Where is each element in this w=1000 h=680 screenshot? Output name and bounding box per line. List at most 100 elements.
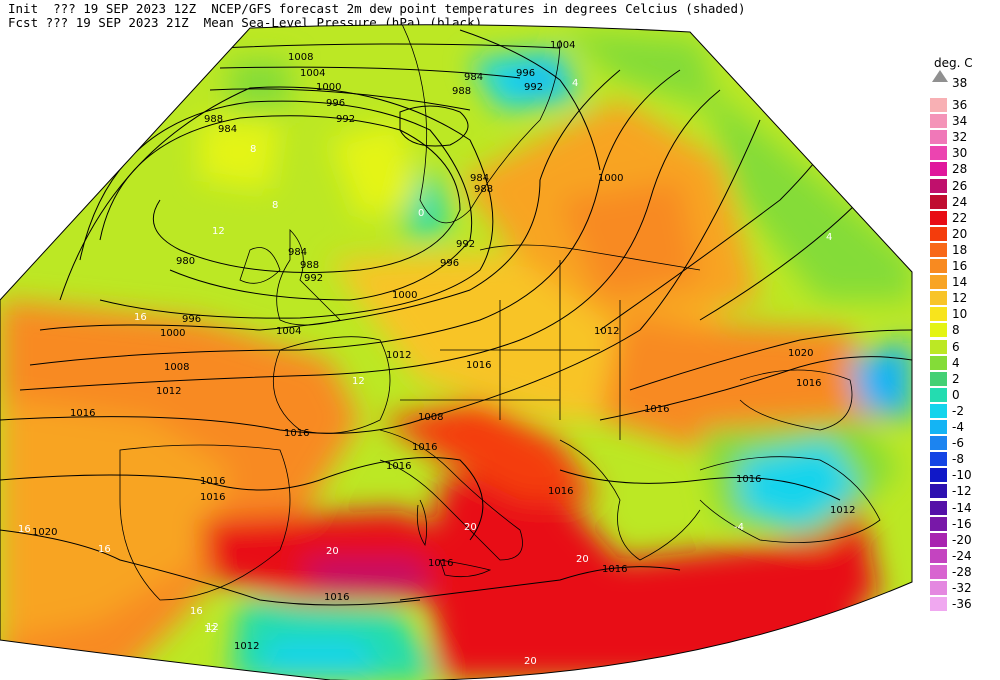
isobar-label: 1000 bbox=[160, 328, 185, 339]
dewpoint-label: 4 bbox=[572, 78, 578, 89]
isobar-label: 1016 bbox=[644, 404, 669, 415]
dewpoint-label: 12 bbox=[204, 624, 217, 635]
legend-entry: 10 bbox=[930, 307, 1000, 323]
legend-swatch bbox=[930, 242, 947, 257]
dewpoint-label: 8 bbox=[272, 200, 278, 211]
legend-label: 16 bbox=[952, 259, 968, 273]
legend-label: -6 bbox=[952, 436, 964, 451]
isobar-label: 1016 bbox=[548, 486, 573, 497]
legend-label: -36 bbox=[952, 597, 972, 612]
legend-label: -20 bbox=[952, 532, 972, 547]
legend-label: 36 bbox=[952, 98, 968, 112]
legend-swatch bbox=[930, 162, 947, 177]
header-line-init: Init ??? 19 SEP 2023 12Z NCEP/GFS foreca… bbox=[8, 1, 746, 16]
legend-label: -24 bbox=[952, 548, 972, 563]
legend-entry: 4 bbox=[930, 355, 1000, 372]
isobar-label: 996 bbox=[440, 258, 459, 269]
dewpoint-label: 20 bbox=[576, 554, 589, 565]
legend-entry: 16 bbox=[930, 259, 1000, 275]
legend-title: deg. C bbox=[934, 56, 973, 70]
legend-label: 18 bbox=[952, 242, 968, 257]
legend-entry: -20 bbox=[930, 532, 1000, 549]
isobar-lines bbox=[0, 29, 912, 606]
isobar-label: 1016 bbox=[386, 461, 411, 472]
legend-swatch bbox=[930, 98, 947, 112]
legend-swatch bbox=[930, 500, 947, 515]
legend-swatch bbox=[930, 468, 947, 483]
legend-label: 26 bbox=[952, 178, 968, 193]
isobar-label: 1004 bbox=[300, 68, 325, 79]
dewpoint-label: 16 bbox=[18, 524, 31, 535]
legend-entry: -14 bbox=[930, 500, 1000, 517]
legend-swatch bbox=[930, 178, 947, 193]
legend-entry: 12 bbox=[930, 291, 1000, 307]
legend-swatch bbox=[930, 323, 947, 338]
legend-label: -16 bbox=[952, 516, 972, 531]
legend-entry: 32 bbox=[930, 130, 1000, 146]
legend-swatch bbox=[930, 403, 947, 418]
legend-entry: 14 bbox=[930, 275, 1000, 291]
dewpoint-label: 12 bbox=[352, 376, 365, 387]
legend-swatch bbox=[930, 130, 947, 145]
legend-entry: -12 bbox=[930, 484, 1000, 500]
isobar-label: 1016 bbox=[736, 474, 761, 485]
legend-entry: 8 bbox=[930, 323, 1000, 339]
legend-swatch bbox=[930, 548, 947, 563]
isobar-label: 1012 bbox=[830, 505, 855, 516]
legend-entry: -8 bbox=[930, 452, 1000, 468]
dewpoint-label-group: 8 8 12 16 12 16 16 12 20 20 20 -4 4 0 4 … bbox=[18, 78, 832, 667]
legend-swatch bbox=[930, 114, 947, 129]
legend-swatch bbox=[930, 194, 947, 209]
legend-label: 14 bbox=[952, 275, 968, 290]
legend-swatch bbox=[930, 226, 947, 241]
isobar-label: 988 bbox=[300, 260, 319, 271]
isobar-label: 1016 bbox=[466, 360, 491, 371]
dewpoint-label: 12 bbox=[206, 622, 219, 633]
map-border bbox=[0, 24, 913, 680]
isobar-label: 992 bbox=[456, 239, 475, 250]
isobar-label: 1016 bbox=[602, 564, 627, 575]
legend-entry: -36 bbox=[930, 597, 1000, 613]
legend-entry: 28 bbox=[930, 162, 1000, 178]
legend-swatch bbox=[930, 516, 947, 531]
legend-label: 10 bbox=[952, 307, 968, 322]
dewpoint-label: 20 bbox=[464, 522, 477, 533]
isobar-label: 988 bbox=[204, 114, 223, 125]
isobar-label: 1000 bbox=[392, 290, 417, 301]
legend-swatch bbox=[930, 339, 947, 354]
legend-swatch bbox=[930, 371, 947, 386]
isobar-label: 1008 bbox=[164, 362, 189, 373]
legend-label: 28 bbox=[952, 162, 968, 177]
legend-entry: 36 bbox=[930, 98, 1000, 114]
isobar-label: 1004 bbox=[276, 326, 301, 337]
isobar-label: 1016 bbox=[412, 442, 437, 453]
legend-swatch bbox=[930, 210, 947, 225]
legend-entry: 26 bbox=[930, 178, 1000, 195]
dewpoint-label: 16 bbox=[134, 312, 147, 323]
legend-label: 6 bbox=[952, 339, 960, 354]
legend-max-label: 38 bbox=[952, 76, 968, 90]
legend-entry: -4 bbox=[930, 420, 1000, 436]
legend-label: -10 bbox=[952, 468, 972, 483]
isobar-label: 1016 bbox=[284, 428, 309, 439]
isobar-label: 996 bbox=[326, 98, 345, 109]
isobar-label: 1012 bbox=[234, 641, 259, 652]
legend-label: -8 bbox=[952, 452, 964, 467]
legend-label: -4 bbox=[952, 420, 964, 434]
isobar-label: 1004 bbox=[550, 40, 575, 51]
legend-entry: -10 bbox=[930, 468, 1000, 484]
legend-swatch bbox=[930, 307, 947, 322]
legend-swatch bbox=[930, 581, 947, 595]
legend-label: 24 bbox=[952, 194, 968, 209]
isobar-label: 980 bbox=[176, 256, 195, 267]
legend-label: 2 bbox=[952, 371, 960, 386]
isobar-label: 1020 bbox=[32, 527, 57, 538]
isobar-label: 992 bbox=[304, 273, 323, 284]
legend-entry: 2 bbox=[930, 371, 1000, 388]
legend-swatch bbox=[930, 146, 947, 161]
legend-swatch bbox=[930, 259, 947, 273]
isobar-label: 1016 bbox=[200, 492, 225, 503]
legend-label: 34 bbox=[952, 114, 968, 129]
legend-entry: 6 bbox=[930, 339, 1000, 356]
